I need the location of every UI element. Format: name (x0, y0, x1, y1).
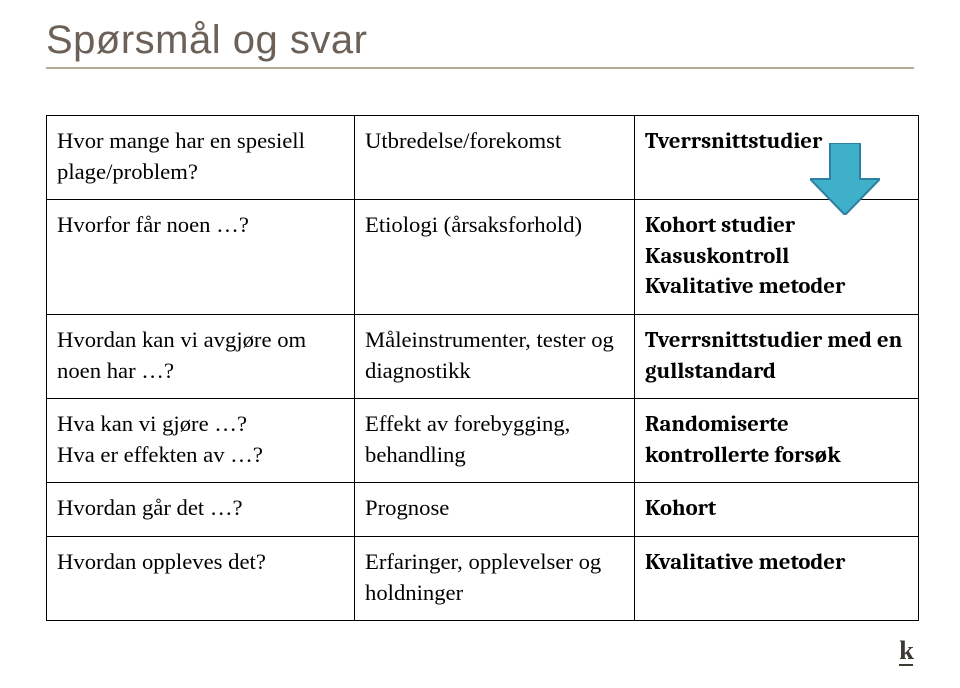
table-row: Hvordan oppleves det? Erfaringer, opplev… (47, 536, 919, 620)
cell-question: Hvordan går det …? (47, 483, 355, 537)
page-title: Spørsmål og svar (46, 18, 914, 69)
cell-answer: Kvalitative metoder (635, 536, 919, 620)
cell-method: Prognose (355, 483, 635, 537)
table-row: Hvordan går det …? Prognose Kohort (47, 483, 919, 537)
cell-answer: Randomiserte kontrollerte forsøk (635, 399, 919, 483)
cell-method: Erfaringer, opplevelser og holdninger (355, 536, 635, 620)
cell-question: Hvorfor får noen …? (47, 200, 355, 315)
cell-answer: Tverrsnittstudier med en gullstandard (635, 314, 919, 398)
table-row: Hvor mange har en spesiell plage/problem… (47, 116, 919, 200)
cell-method: Etiologi (årsaksforhold) (355, 200, 635, 315)
cell-question: Hvor mange har en spesiell plage/problem… (47, 116, 355, 200)
cell-answer: Kohort studierKasuskontrollKvalitative m… (635, 200, 919, 315)
arrow-icon (810, 143, 880, 215)
qa-table: Hvor mange har en spesiell plage/problem… (46, 115, 919, 621)
cell-question: Hvordan kan vi avgjøre om noen har …? (47, 314, 355, 398)
cell-answer: Kohort (635, 483, 919, 537)
qa-tbody: Hvor mange har en spesiell plage/problem… (47, 116, 919, 621)
table-row: Hvorfor får noen …? Etiologi (årsaksforh… (47, 200, 919, 315)
logo-k: k (899, 635, 914, 666)
table-row: Hva kan vi gjøre …?Hva er effekten av …?… (47, 399, 919, 483)
slide-page: Spørsmål og svar Hvor mange har en spesi… (0, 0, 960, 688)
cell-question: Hva kan vi gjøre …?Hva er effekten av …? (47, 399, 355, 483)
table-row: Hvordan kan vi avgjøre om noen har …? Må… (47, 314, 919, 398)
cell-question: Hvordan oppleves det? (47, 536, 355, 620)
logo-text: k (899, 635, 914, 665)
cell-method: Måleinstrumenter, tester og diagnostikk (355, 314, 635, 398)
qa-table-wrap: Hvor mange har en spesiell plage/problem… (46, 115, 914, 621)
cell-method: Utbredelse/forekomst (355, 116, 635, 200)
cell-method: Effekt av forebygging, behandling (355, 399, 635, 483)
